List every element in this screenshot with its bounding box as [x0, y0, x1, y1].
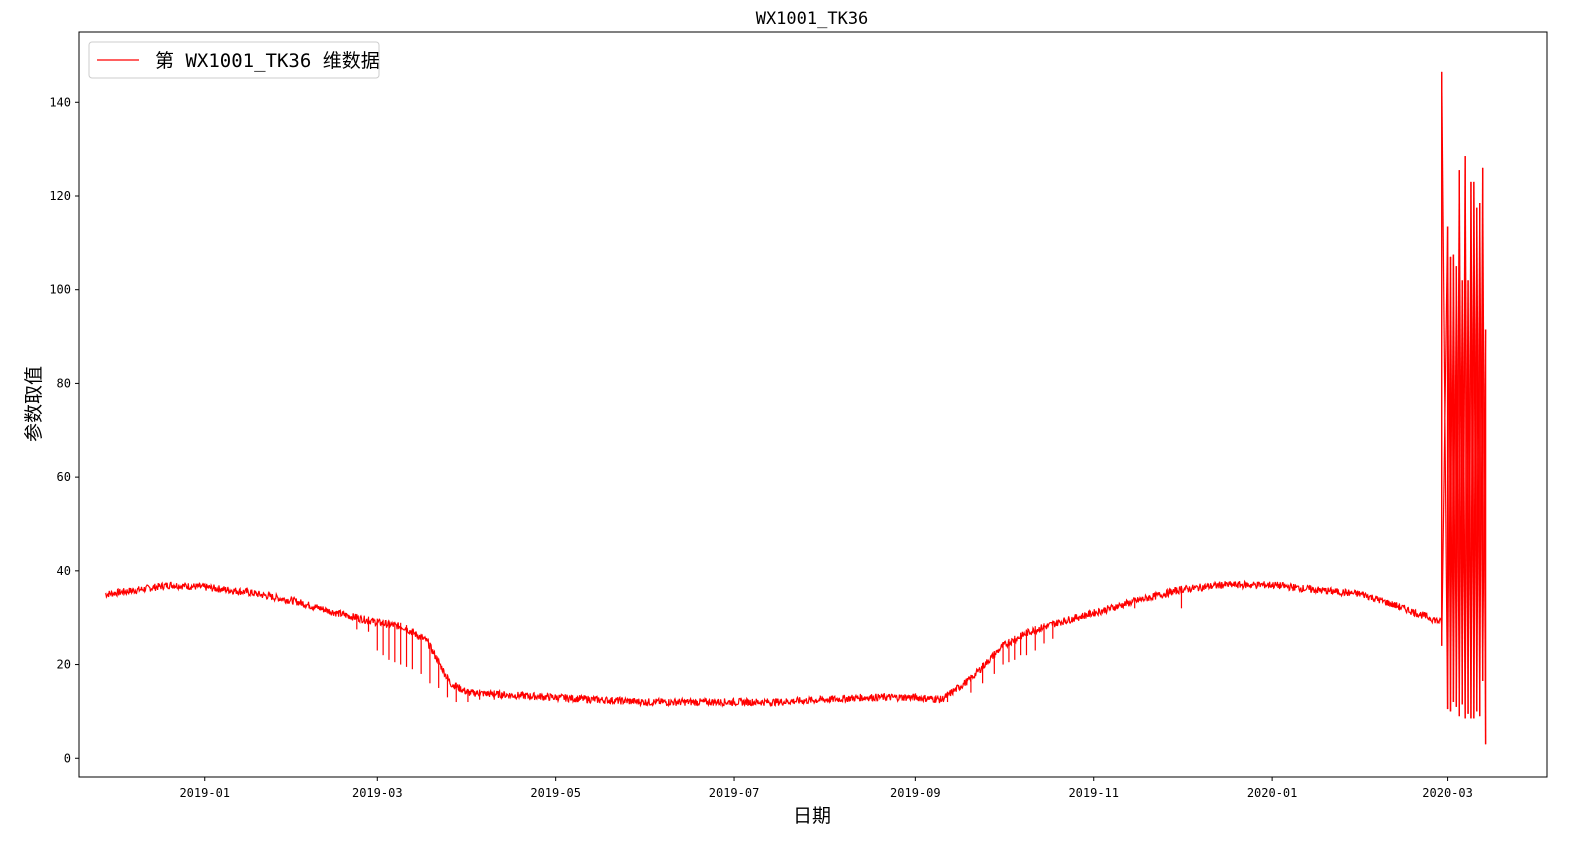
- plot-frame: [78, 31, 1548, 778]
- x-axis: 2019-01 2019-03 2019-05 2019-07 2019-09 2019-…: [179, 777, 1473, 800]
- y-tick-label: 140: [49, 95, 71, 109]
- x-tick-label: 2019-03: [352, 786, 403, 800]
- series-layer: [104, 71, 1487, 745]
- series-spike-link: [1446, 226, 1452, 712]
- series-spike-link: [1482, 167, 1487, 745]
- series-spike-link: [1449, 256, 1455, 703]
- series-spike-link: [1441, 71, 1449, 710]
- y-tick-label: 120: [49, 189, 71, 203]
- series-spike-link: [1452, 254, 1457, 707]
- y-tick-label: 40: [57, 564, 71, 578]
- x-tick-label: 2019-01: [179, 786, 230, 800]
- y-tick-label: 0: [64, 751, 71, 765]
- series-spike-link: [1464, 156, 1469, 714]
- x-tick-label: 2020-01: [1247, 786, 1298, 800]
- series-spike-link: [1479, 203, 1484, 681]
- x-tick-label: 2020-03: [1422, 786, 1473, 800]
- x-tick-label: 2019-09: [890, 786, 941, 800]
- y-axis: 0 20 40 60 80 100 120 140: [49, 95, 79, 765]
- series-spike-link: [1458, 170, 1463, 705]
- y-tick-label: 60: [57, 470, 71, 484]
- series-spike-link: [1476, 207, 1481, 717]
- y-axis-label: 参数取值: [23, 366, 45, 442]
- x-tick-label: 2019-07: [709, 786, 760, 800]
- x-axis-label: 日期: [793, 805, 831, 827]
- series-line: [104, 579, 1443, 708]
- series-spike-link: [1455, 266, 1460, 717]
- series-spike-link: [1467, 280, 1472, 719]
- x-tick-label: 2019-05: [530, 786, 581, 800]
- series-spike-link: [1473, 181, 1478, 712]
- plot-area: 2019-01 2019-03 2019-05 2019-07 2019-09 2019-…: [49, 31, 1548, 800]
- y-tick-label: 100: [49, 283, 71, 297]
- legend: 第 WX1001_TK36 维数据: [88, 41, 380, 79]
- series-spike-link: [1461, 280, 1466, 719]
- y-tick-label: 20: [57, 658, 71, 672]
- chart-title: WX1001_TK36: [756, 9, 869, 29]
- legend-frame: [88, 41, 380, 79]
- series-spike-link: [1470, 181, 1475, 719]
- y-tick-label: 80: [57, 376, 71, 390]
- legend-label: 第 WX1001_TK36 维数据: [155, 50, 380, 72]
- x-tick-label: 2019-11: [1068, 786, 1119, 800]
